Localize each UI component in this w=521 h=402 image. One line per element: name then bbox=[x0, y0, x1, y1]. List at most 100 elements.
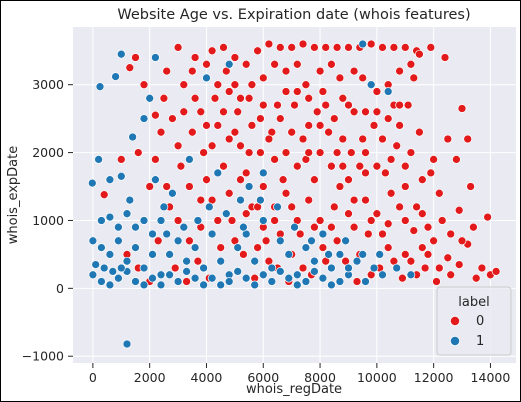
scatter-point-0 bbox=[466, 182, 475, 191]
scatter-point-0 bbox=[176, 161, 186, 171]
scatter-point-0 bbox=[236, 141, 245, 151]
scatter-point-0 bbox=[173, 141, 183, 151]
scatter-point-0 bbox=[256, 114, 265, 123]
scatter-point-1 bbox=[148, 250, 157, 259]
scatter-point-1 bbox=[267, 263, 277, 273]
scatter-point-1 bbox=[125, 195, 135, 205]
scatter-point-0 bbox=[335, 73, 345, 83]
y-tick-label: −1000 bbox=[22, 349, 64, 364]
scatter-point-1 bbox=[105, 212, 115, 222]
x-tick-label: 0 bbox=[89, 370, 97, 385]
tick-labels: 0 2000 4000 6000 8000 10000 12000 14000−1000010… bbox=[22, 77, 511, 385]
scatter-point-1 bbox=[369, 263, 379, 273]
scatter-point-1 bbox=[114, 222, 123, 232]
scatter-point-1 bbox=[116, 171, 126, 181]
scatter-point-0 bbox=[363, 229, 373, 239]
scatter-point-0 bbox=[207, 141, 217, 151]
scatter-point-0 bbox=[332, 236, 342, 246]
scatter-point-0 bbox=[241, 168, 251, 178]
scatter-point-0 bbox=[315, 121, 325, 130]
scatter-point-0 bbox=[443, 253, 453, 263]
scatter-point-1 bbox=[179, 222, 189, 232]
scatter-point-1 bbox=[122, 209, 132, 219]
scatter-point-1 bbox=[105, 175, 115, 185]
scatter-point-1 bbox=[335, 250, 345, 259]
scatter-point-0 bbox=[281, 188, 291, 198]
scatter-point-1 bbox=[361, 277, 370, 286]
scatter-point-0 bbox=[383, 114, 393, 123]
scatter-point-0 bbox=[406, 148, 416, 157]
scatter-point-0 bbox=[301, 80, 311, 90]
scatter-point-0 bbox=[295, 229, 305, 239]
scatter-point-0 bbox=[230, 127, 240, 137]
scatter-point-0 bbox=[241, 209, 251, 219]
scatter-point-0 bbox=[423, 250, 433, 259]
scatter-point-0 bbox=[457, 104, 467, 113]
scatter-point-0 bbox=[437, 216, 447, 225]
scatter-point-1 bbox=[307, 236, 316, 246]
scatter-point-0 bbox=[219, 43, 228, 52]
scatter-point-0 bbox=[278, 175, 288, 185]
scatter-point-0 bbox=[292, 87, 302, 96]
scatter-point-1 bbox=[145, 93, 155, 103]
scatter-point-0 bbox=[315, 148, 325, 157]
legend-title: label bbox=[458, 295, 489, 310]
scatter-point-1 bbox=[122, 256, 132, 266]
scatter-point-0 bbox=[173, 216, 183, 225]
scatter-point-0 bbox=[383, 219, 393, 229]
scatter-point-0 bbox=[253, 243, 262, 252]
scatter-point-0 bbox=[358, 73, 368, 83]
scatter-point-1 bbox=[128, 132, 137, 142]
scatter-point-1 bbox=[190, 243, 200, 252]
scatter-point-0 bbox=[349, 107, 359, 117]
scatter-point-1 bbox=[202, 73, 211, 83]
scatter-point-0 bbox=[369, 121, 379, 130]
scatter-point-0 bbox=[409, 226, 419, 235]
scatter-point-0 bbox=[247, 121, 257, 130]
x-tick-label: 6000 bbox=[247, 370, 279, 385]
scatter-point-1 bbox=[97, 243, 106, 252]
scatter-point-1 bbox=[156, 280, 166, 290]
scatter-point-1 bbox=[366, 80, 376, 90]
scatter-point-1 bbox=[258, 168, 268, 178]
scatter-point-0 bbox=[386, 155, 396, 164]
scatter-point-1 bbox=[114, 236, 123, 246]
x-tick-label: 2000 bbox=[134, 370, 166, 385]
scatter-point-0 bbox=[366, 39, 376, 49]
scatter-point-0 bbox=[244, 93, 254, 103]
scatter-point-0 bbox=[412, 202, 421, 212]
scatter-point-0 bbox=[292, 59, 302, 69]
scatter-point-1 bbox=[335, 277, 345, 286]
legend-label-1: 1 bbox=[476, 334, 484, 349]
scatter-point-0 bbox=[321, 43, 331, 52]
scatter-point-0 bbox=[292, 161, 302, 171]
scatter-point-1 bbox=[87, 178, 97, 188]
scatter-point-0 bbox=[210, 93, 220, 103]
scatter-point-1 bbox=[148, 273, 157, 283]
chart-title: Website Age vs. Expiration date (whois f… bbox=[117, 7, 470, 23]
scatter-point-0 bbox=[327, 161, 336, 171]
scatter-point-0 bbox=[386, 188, 396, 198]
scatter-point-0 bbox=[361, 148, 370, 157]
scatter-point-0 bbox=[400, 182, 410, 191]
scatter-point-1 bbox=[221, 209, 231, 219]
scatter-point-0 bbox=[383, 243, 393, 252]
scatter-point-0 bbox=[420, 263, 430, 273]
scatter-point-1 bbox=[327, 280, 336, 290]
scatter-point-1 bbox=[91, 260, 101, 269]
scatter-point-0 bbox=[275, 43, 285, 52]
scatter-point-0 bbox=[415, 49, 424, 59]
scatter-point-1 bbox=[199, 280, 208, 290]
scatter-point-0 bbox=[372, 107, 382, 117]
scatter-point-1 bbox=[406, 270, 416, 280]
scatter-point-1 bbox=[97, 277, 106, 286]
scatter-point-0 bbox=[395, 100, 404, 110]
scatter-point-1 bbox=[267, 277, 277, 286]
scatter-point-1 bbox=[116, 263, 126, 273]
scatter-point-0 bbox=[417, 243, 427, 252]
scatter-point-0 bbox=[230, 53, 240, 62]
x-tick-label: 8000 bbox=[304, 370, 336, 385]
legend-label-0: 0 bbox=[476, 314, 484, 329]
scatter-point-0 bbox=[429, 236, 438, 246]
